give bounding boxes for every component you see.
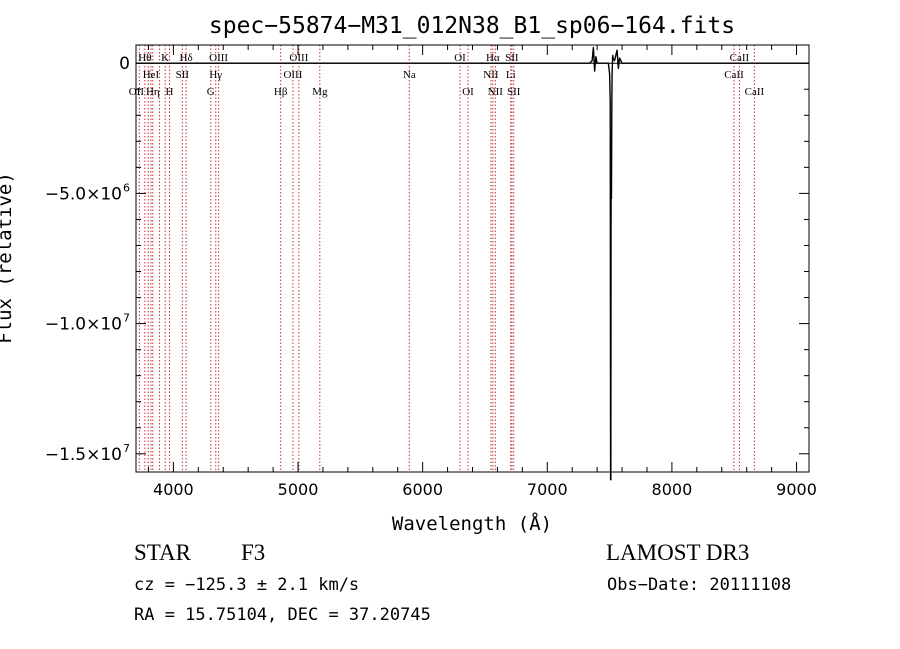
y-tick-label: 0 <box>119 54 130 74</box>
chart-title: spec−55874−M31_012N38_B1_sp06−164.fits <box>209 13 735 39</box>
survey-name: LAMOST DR3 <box>606 540 749 565</box>
line-label: H <box>166 86 174 98</box>
y-axis-ticks: 0−5.0×10 6−1.0×10 7−1.5×10 7 <box>45 54 809 465</box>
line-label: Hη <box>146 86 160 98</box>
line-label: Hδ <box>180 52 193 64</box>
spectrum-line <box>136 46 809 481</box>
x-tick-label: 8000 <box>652 480 693 499</box>
x-axis-ticks: 4000 5000 6000 7000 8000 9000 <box>147 45 817 499</box>
object-class: STAR <box>134 540 192 565</box>
y-tick-label: −1.0×10 <box>45 315 122 335</box>
line-label: Hθ <box>138 52 151 64</box>
spectral-line-labels: OIIHθHeIHηKHSIIHδGHγOIIIHβOIIIOIIIMgNaOI… <box>129 52 765 98</box>
line-label: SII <box>507 86 521 98</box>
x-tick-label: 7000 <box>527 480 568 499</box>
redshift-cz: cz = −125.3 ± 2.1 km/s <box>134 575 359 595</box>
line-label: Hα <box>486 52 500 64</box>
line-label: OI <box>462 86 474 98</box>
line-label: SII <box>505 52 519 64</box>
y-tick-label: −1.5×10 <box>45 445 122 465</box>
line-label: CaII <box>724 69 744 81</box>
x-tick-label: 9000 <box>776 480 817 499</box>
x-axis-label: Wavelength (Å) <box>392 512 552 535</box>
line-label: OIII <box>283 69 302 81</box>
line-label: HeI <box>143 69 160 81</box>
line-label: Hβ <box>274 86 288 98</box>
line-label: OI <box>454 52 466 64</box>
object-subclass: F3 <box>241 540 265 565</box>
line-label: G <box>207 86 215 98</box>
line-label: K <box>161 52 169 64</box>
line-label: CaII <box>745 86 765 98</box>
spectrum-series <box>136 46 809 481</box>
line-label: Na <box>403 69 416 81</box>
line-label: Li <box>506 69 516 81</box>
line-label: SII <box>176 69 190 81</box>
y-tick-exponent: 6 <box>123 181 130 194</box>
y-axis-label: Flux (relative) <box>0 172 16 344</box>
y-tick-exponent: 7 <box>123 442 130 455</box>
x-tick-label: 6000 <box>402 480 443 499</box>
line-label: Mg <box>312 86 328 98</box>
line-label: NII <box>483 69 499 81</box>
line-label: NII <box>488 86 504 98</box>
y-tick-exponent: 7 <box>123 312 130 325</box>
x-tick-label: 5000 <box>278 480 319 499</box>
x-tick-label: 4000 <box>153 480 194 499</box>
plot-frame <box>135 44 810 473</box>
line-label: OII <box>129 86 145 98</box>
line-label: OIII <box>209 52 228 64</box>
coordinates: RA = 15.75104, DEC = 37.20745 <box>134 605 431 625</box>
observation-date: Obs−Date: 20111108 <box>607 575 791 595</box>
line-label: Hγ <box>209 69 222 81</box>
line-label: CaII <box>730 52 750 64</box>
y-tick-label: −5.0×10 <box>45 184 122 204</box>
spectral-line-markers <box>136 45 809 472</box>
line-label: OIII <box>289 52 308 64</box>
